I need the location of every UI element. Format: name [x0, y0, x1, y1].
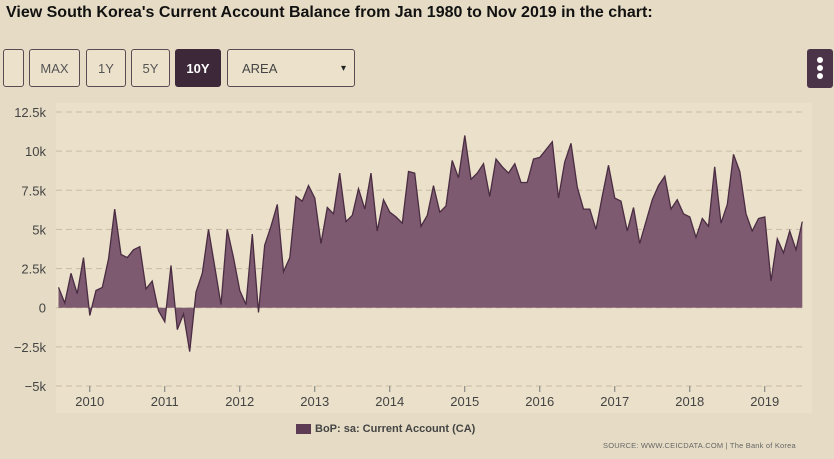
chart-type-select[interactable]: AREA ▾: [227, 49, 355, 87]
x-tick-label: 2016: [525, 394, 554, 409]
source-note: SOURCE: WWW.CEICDATA.COM | The Bank of K…: [603, 441, 796, 450]
range-10y-button[interactable]: 10Y: [175, 49, 221, 87]
more-options-menu-button[interactable]: [807, 49, 833, 88]
y-tick-label: 12.5k: [14, 105, 46, 120]
x-tick-label: 2012: [225, 394, 254, 409]
legend-label: BoP: sa: Current Account (CA): [315, 423, 476, 435]
page-title: View South Korea's Current Account Balan…: [6, 4, 653, 21]
x-tick-label: 2015: [450, 394, 479, 409]
chart-legend[interactable]: BoP: sa: Current Account (CA): [296, 423, 475, 435]
series-area: [58, 135, 803, 352]
x-tick-label: 2011: [151, 394, 179, 409]
chart-type-value: AREA: [242, 60, 278, 76]
range-max-button[interactable]: MAX: [29, 49, 80, 87]
y-tick-label: −5k: [25, 379, 47, 394]
legend-swatch: [296, 424, 311, 434]
x-tick-label: 2018: [675, 394, 704, 409]
range-blank-button[interactable]: [3, 49, 24, 87]
y-tick-label: 0: [39, 301, 46, 316]
range-5y-button[interactable]: 5Y: [131, 49, 170, 87]
series-line: [57, 135, 803, 352]
x-tick-label: 2010: [75, 394, 104, 409]
x-tick-label: 2014: [375, 394, 404, 409]
x-tick-label: 2019: [750, 394, 779, 409]
y-tick-label: 2.5k: [21, 262, 46, 277]
y-tick-label: 10k: [25, 144, 46, 159]
x-tick-label: 2013: [300, 394, 329, 409]
y-tick-label: 7.5k: [21, 183, 46, 198]
menu-dot-icon: [817, 73, 823, 79]
y-tick-label: 5k: [32, 222, 46, 237]
range-1y-button[interactable]: 1Y: [86, 49, 126, 87]
y-tick-label: −2.5k: [14, 340, 47, 355]
menu-dot-icon: [817, 65, 823, 71]
chevron-down-icon: ▾: [340, 62, 346, 74]
menu-dot-icon: [817, 57, 823, 63]
x-tick-label: 2017: [600, 394, 629, 409]
